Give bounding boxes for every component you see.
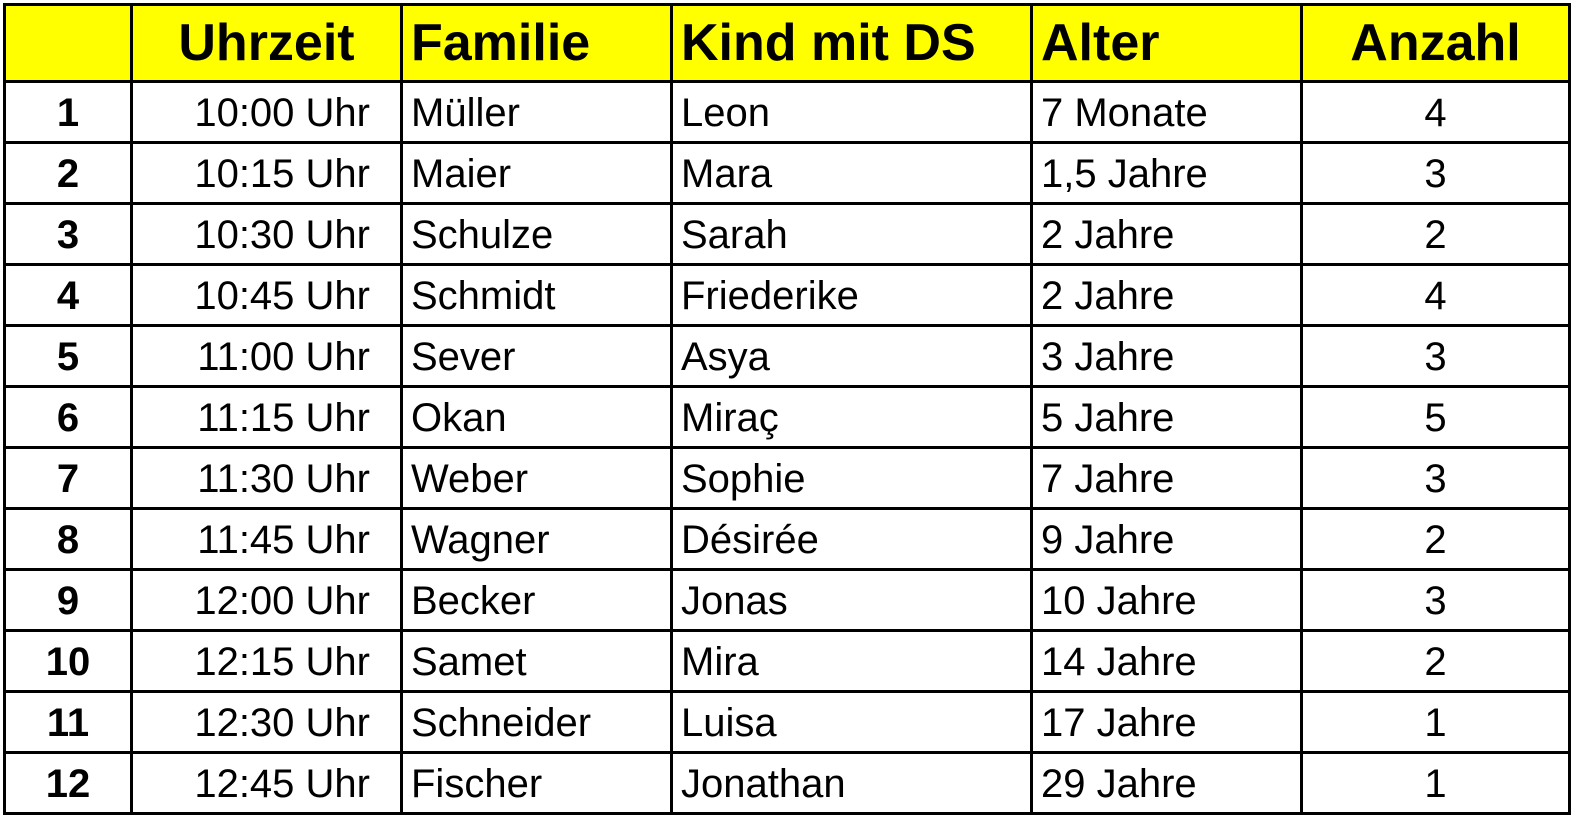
age-cell: 14 Jahre	[1030, 629, 1303, 693]
row-index: 9	[3, 568, 133, 632]
row-index: 6	[3, 385, 133, 449]
time-cell: 10:15 Uhr	[130, 141, 403, 205]
child-cell: Asya	[670, 324, 1033, 388]
count-cell: 4	[1300, 263, 1571, 327]
count-cell: 4	[1300, 80, 1571, 144]
table-row: 8 11:45 Uhr Wagner Désirée 9 Jahre 2	[3, 507, 1571, 571]
row-index: 1	[3, 80, 133, 144]
count-cell: 2	[1300, 629, 1571, 693]
count-cell: 1	[1300, 751, 1571, 815]
family-cell: Becker	[400, 568, 673, 632]
time-cell: 11:00 Uhr	[130, 324, 403, 388]
row-index: 4	[3, 263, 133, 327]
time-cell: 12:00 Uhr	[130, 568, 403, 632]
row-index: 8	[3, 507, 133, 571]
age-cell: 7 Jahre	[1030, 446, 1303, 510]
time-cell: 11:45 Uhr	[130, 507, 403, 571]
child-cell: Mira	[670, 629, 1033, 693]
table-row: 5 11:00 Uhr Sever Asya 3 Jahre 3	[3, 324, 1571, 388]
child-cell: Friederike	[670, 263, 1033, 327]
child-cell: Miraç	[670, 385, 1033, 449]
child-cell: Sarah	[670, 202, 1033, 266]
row-index: 11	[3, 690, 133, 754]
family-cell: Weber	[400, 446, 673, 510]
child-cell: Leon	[670, 80, 1033, 144]
row-index: 12	[3, 751, 133, 815]
count-cell: 3	[1300, 141, 1571, 205]
age-cell: 5 Jahre	[1030, 385, 1303, 449]
header-age: Alter	[1030, 3, 1303, 83]
age-cell: 9 Jahre	[1030, 507, 1303, 571]
table-row: 4 10:45 Uhr Schmidt Friederike 2 Jahre 4	[3, 263, 1571, 327]
table-row: 6 11:15 Uhr Okan Miraç 5 Jahre 5	[3, 385, 1571, 449]
count-cell: 3	[1300, 568, 1571, 632]
age-cell: 2 Jahre	[1030, 263, 1303, 327]
time-cell: 11:15 Uhr	[130, 385, 403, 449]
time-cell: 10:30 Uhr	[130, 202, 403, 266]
header-child: Kind mit DS	[670, 3, 1033, 83]
family-cell: Müller	[400, 80, 673, 144]
time-cell: 11:30 Uhr	[130, 446, 403, 510]
age-cell: 2 Jahre	[1030, 202, 1303, 266]
table-row: 9 12:00 Uhr Becker Jonas 10 Jahre 3	[3, 568, 1571, 632]
appointment-table: Uhrzeit Familie Kind mit DS Alter Anzahl…	[3, 3, 1571, 815]
time-cell: 10:00 Uhr	[130, 80, 403, 144]
count-cell: 3	[1300, 324, 1571, 388]
table-row: 11 12:30 Uhr Schneider Luisa 17 Jahre 1	[3, 690, 1571, 754]
family-cell: Samet	[400, 629, 673, 693]
age-cell: 17 Jahre	[1030, 690, 1303, 754]
age-cell: 3 Jahre	[1030, 324, 1303, 388]
table-row: 3 10:30 Uhr Schulze Sarah 2 Jahre 2	[3, 202, 1571, 266]
family-cell: Fischer	[400, 751, 673, 815]
age-cell: 10 Jahre	[1030, 568, 1303, 632]
count-cell: 2	[1300, 202, 1571, 266]
age-cell: 7 Monate	[1030, 80, 1303, 144]
count-cell: 1	[1300, 690, 1571, 754]
header-time: Uhrzeit	[130, 3, 403, 83]
row-index: 10	[3, 629, 133, 693]
family-cell: Schulze	[400, 202, 673, 266]
table-row: 1 10:00 Uhr Müller Leon 7 Monate 4	[3, 80, 1571, 144]
table-row: 7 11:30 Uhr Weber Sophie 7 Jahre 3	[3, 446, 1571, 510]
count-cell: 2	[1300, 507, 1571, 571]
table-row: 10 12:15 Uhr Samet Mira 14 Jahre 2	[3, 629, 1571, 693]
time-cell: 12:30 Uhr	[130, 690, 403, 754]
child-cell: Jonathan	[670, 751, 1033, 815]
schedule-table-container: Uhrzeit Familie Kind mit DS Alter Anzahl…	[3, 3, 1571, 815]
family-cell: Okan	[400, 385, 673, 449]
family-cell: Schmidt	[400, 263, 673, 327]
header-index	[3, 3, 133, 83]
row-index: 7	[3, 446, 133, 510]
family-cell: Wagner	[400, 507, 673, 571]
row-index: 5	[3, 324, 133, 388]
row-index: 3	[3, 202, 133, 266]
time-cell: 12:15 Uhr	[130, 629, 403, 693]
count-cell: 5	[1300, 385, 1571, 449]
header-count: Anzahl	[1300, 3, 1571, 83]
header-family: Familie	[400, 3, 673, 83]
table-row: 2 10:15 Uhr Maier Mara 1,5 Jahre 3	[3, 141, 1571, 205]
age-cell: 1,5 Jahre	[1030, 141, 1303, 205]
header-row: Uhrzeit Familie Kind mit DS Alter Anzahl	[3, 3, 1571, 83]
family-cell: Maier	[400, 141, 673, 205]
child-cell: Désirée	[670, 507, 1033, 571]
family-cell: Sever	[400, 324, 673, 388]
child-cell: Jonas	[670, 568, 1033, 632]
count-cell: 3	[1300, 446, 1571, 510]
time-cell: 12:45 Uhr	[130, 751, 403, 815]
age-cell: 29 Jahre	[1030, 751, 1303, 815]
row-index: 2	[3, 141, 133, 205]
time-cell: 10:45 Uhr	[130, 263, 403, 327]
child-cell: Luisa	[670, 690, 1033, 754]
child-cell: Sophie	[670, 446, 1033, 510]
family-cell: Schneider	[400, 690, 673, 754]
table-row: 12 12:45 Uhr Fischer Jonathan 29 Jahre 1	[3, 751, 1571, 815]
child-cell: Mara	[670, 141, 1033, 205]
